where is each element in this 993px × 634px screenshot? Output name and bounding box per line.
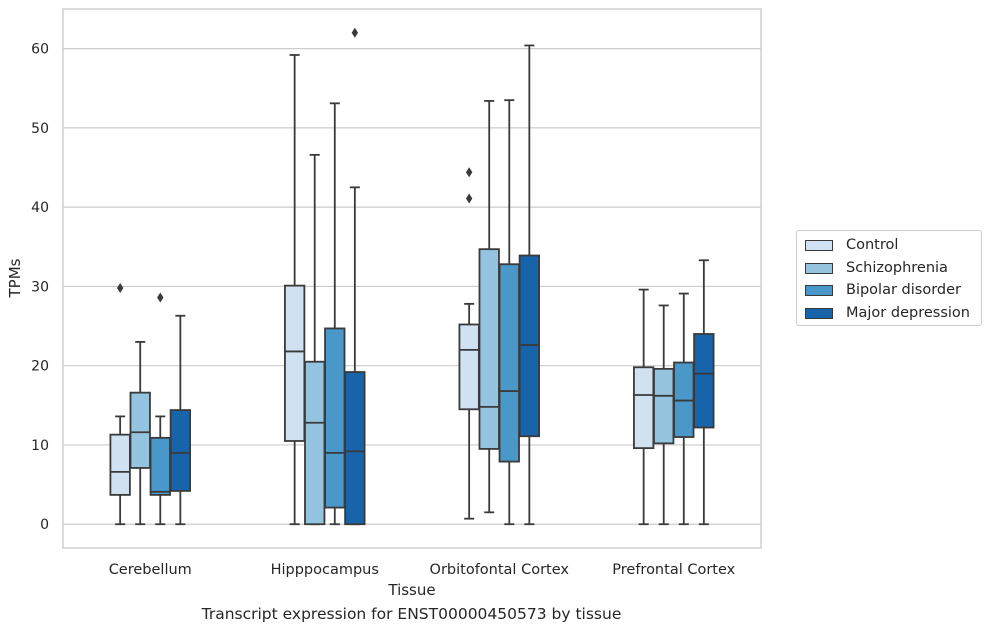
legend-label-bipolar-disorder: Bipolar disorder xyxy=(846,282,961,298)
plot-frame xyxy=(62,8,762,549)
box xyxy=(498,263,520,463)
box-plot xyxy=(458,167,480,520)
box xyxy=(478,248,500,450)
legend-label-schizophrenia: Schizophrenia xyxy=(846,260,948,276)
box-plot xyxy=(653,304,675,526)
y-axis-label: TPMs xyxy=(6,258,24,298)
chart-caption: Transcript expression for ENST0000045057… xyxy=(201,605,622,623)
box-plot xyxy=(149,292,171,526)
x-tick-label: Prefrontal Cortex xyxy=(612,562,735,578)
box-plot xyxy=(169,314,191,526)
legend: Control Schizophrenia Bipolar disorder M… xyxy=(796,230,982,326)
box xyxy=(653,367,675,445)
box xyxy=(304,360,326,526)
box-plot xyxy=(109,283,131,526)
legend-swatch-schizophrenia xyxy=(805,262,833,274)
y-tick-label: 20 xyxy=(31,359,49,375)
box xyxy=(109,433,131,496)
box xyxy=(324,327,346,509)
outlier-point xyxy=(465,167,473,178)
box xyxy=(169,409,191,492)
legend-label-control: Control xyxy=(846,237,899,253)
legend-item-control: Control xyxy=(805,236,898,254)
box-plot xyxy=(324,102,346,526)
box-plot xyxy=(344,27,366,526)
outlier-point xyxy=(157,292,164,303)
y-tick-label: 40 xyxy=(31,200,49,216)
y-tick-label: 10 xyxy=(31,438,49,454)
y-tick-label: 60 xyxy=(31,42,49,58)
box xyxy=(458,323,480,411)
y-tick-label: 50 xyxy=(31,121,49,137)
box xyxy=(149,436,171,496)
legend-item-schizophrenia: Schizophrenia xyxy=(805,259,948,277)
box xyxy=(633,366,655,450)
box-plot xyxy=(478,100,500,514)
box-plot xyxy=(518,44,540,526)
y-tick-label: 30 xyxy=(31,279,49,295)
box xyxy=(284,284,306,442)
legend-item-bipolar-disorder: Bipolar disorder xyxy=(805,281,961,299)
box-plot xyxy=(284,54,306,526)
box-plot xyxy=(129,341,151,526)
legend-swatch-bipolar-disorder xyxy=(805,284,833,296)
y-tick-label: 0 xyxy=(40,517,49,533)
box-plot xyxy=(673,292,695,526)
boxes xyxy=(109,27,715,526)
legend-swatch-major-depression xyxy=(805,307,833,319)
x-axis-label: Tissue xyxy=(387,581,435,599)
box xyxy=(344,371,366,526)
legend-label-major-depression: Major depression xyxy=(846,305,970,321)
outlier-point xyxy=(351,27,359,38)
box-plot xyxy=(304,153,326,526)
box-plot xyxy=(633,288,655,526)
outlier-point xyxy=(465,193,473,204)
x-tick-label: Orbitofontal Cortex xyxy=(430,562,570,578)
x-axis-ticks: Cerebellum Hipppocampus Orbitofontal Corte… xyxy=(109,562,736,578)
outlier-point xyxy=(116,283,124,294)
x-tick-label: Cerebellum xyxy=(109,562,192,578)
box xyxy=(129,391,151,469)
box-plot xyxy=(498,99,520,526)
legend-swatch-control xyxy=(805,239,833,251)
y-axis-ticks: 0 10 20 30 40 50 60 xyxy=(31,42,49,534)
x-tick-label: Hipppocampus xyxy=(271,562,379,578)
legend-item-major-depression: Major depression xyxy=(805,304,970,322)
box-plot xyxy=(693,259,715,526)
box xyxy=(693,333,715,429)
